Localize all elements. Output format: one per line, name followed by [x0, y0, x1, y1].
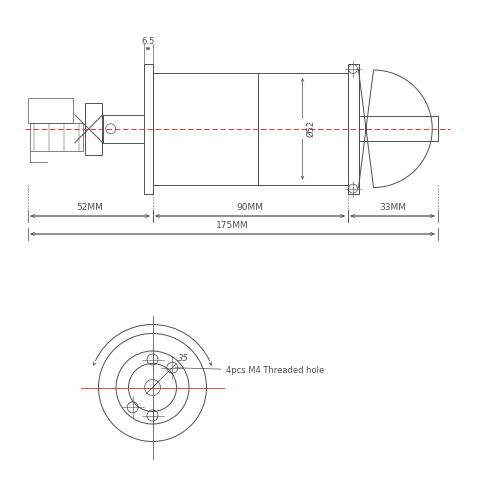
- Bar: [85, 103, 102, 155]
- Bar: [152, 72, 348, 185]
- Bar: [348, 64, 358, 194]
- Text: 35: 35: [178, 354, 188, 362]
- Text: 6.5: 6.5: [142, 36, 154, 46]
- Text: Ø52: Ø52: [306, 120, 316, 138]
- Bar: [28, 98, 72, 122]
- Text: 175MM: 175MM: [216, 221, 249, 230]
- Text: 33MM: 33MM: [379, 203, 406, 212]
- Text: 4pcs M4 Threaded hole: 4pcs M4 Threaded hole: [175, 366, 325, 375]
- Bar: [144, 64, 152, 194]
- Text: 52MM: 52MM: [76, 203, 104, 212]
- Text: 90MM: 90MM: [236, 203, 264, 212]
- Bar: [30, 123, 82, 152]
